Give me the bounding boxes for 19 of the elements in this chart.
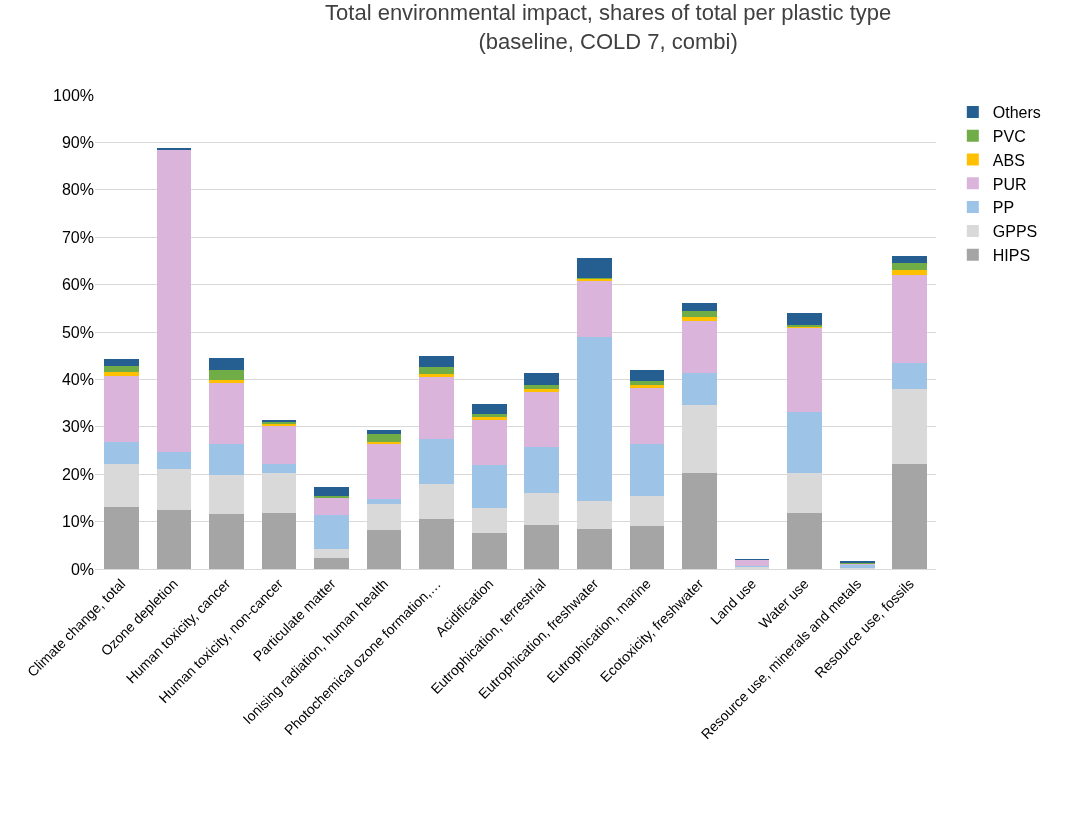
y-tick-label: 90%	[61, 134, 94, 151]
legend-label: GPPS	[992, 223, 1038, 241]
legend-label: ABS	[992, 151, 1025, 169]
legend-label: PP	[992, 199, 1015, 217]
y-tick-label: 60%	[61, 276, 94, 294]
y-tick-label: 80%	[61, 181, 94, 199]
y-tick-label: 70%	[61, 228, 94, 246]
chart-title: Total environmental impact, shares of total per plastic type (baseline, COLD 7, combi)	[325, 0, 892, 55]
y-tick-label: 10%	[61, 513, 94, 531]
y-tick-label: 50%	[61, 323, 94, 341]
legend-label: HIPS	[992, 246, 1031, 264]
legend-label: PVC	[992, 127, 1026, 145]
legend-label: Others	[992, 104, 1041, 122]
legend-label: PUR	[992, 175, 1027, 193]
y-tick-label: 30%	[61, 418, 94, 436]
y-tick-label: 20%	[61, 465, 94, 483]
y-tick-label: 40%	[61, 371, 94, 388]
y-tick-label: 100%	[53, 86, 94, 104]
y-tick-label: 0%	[70, 560, 94, 578]
